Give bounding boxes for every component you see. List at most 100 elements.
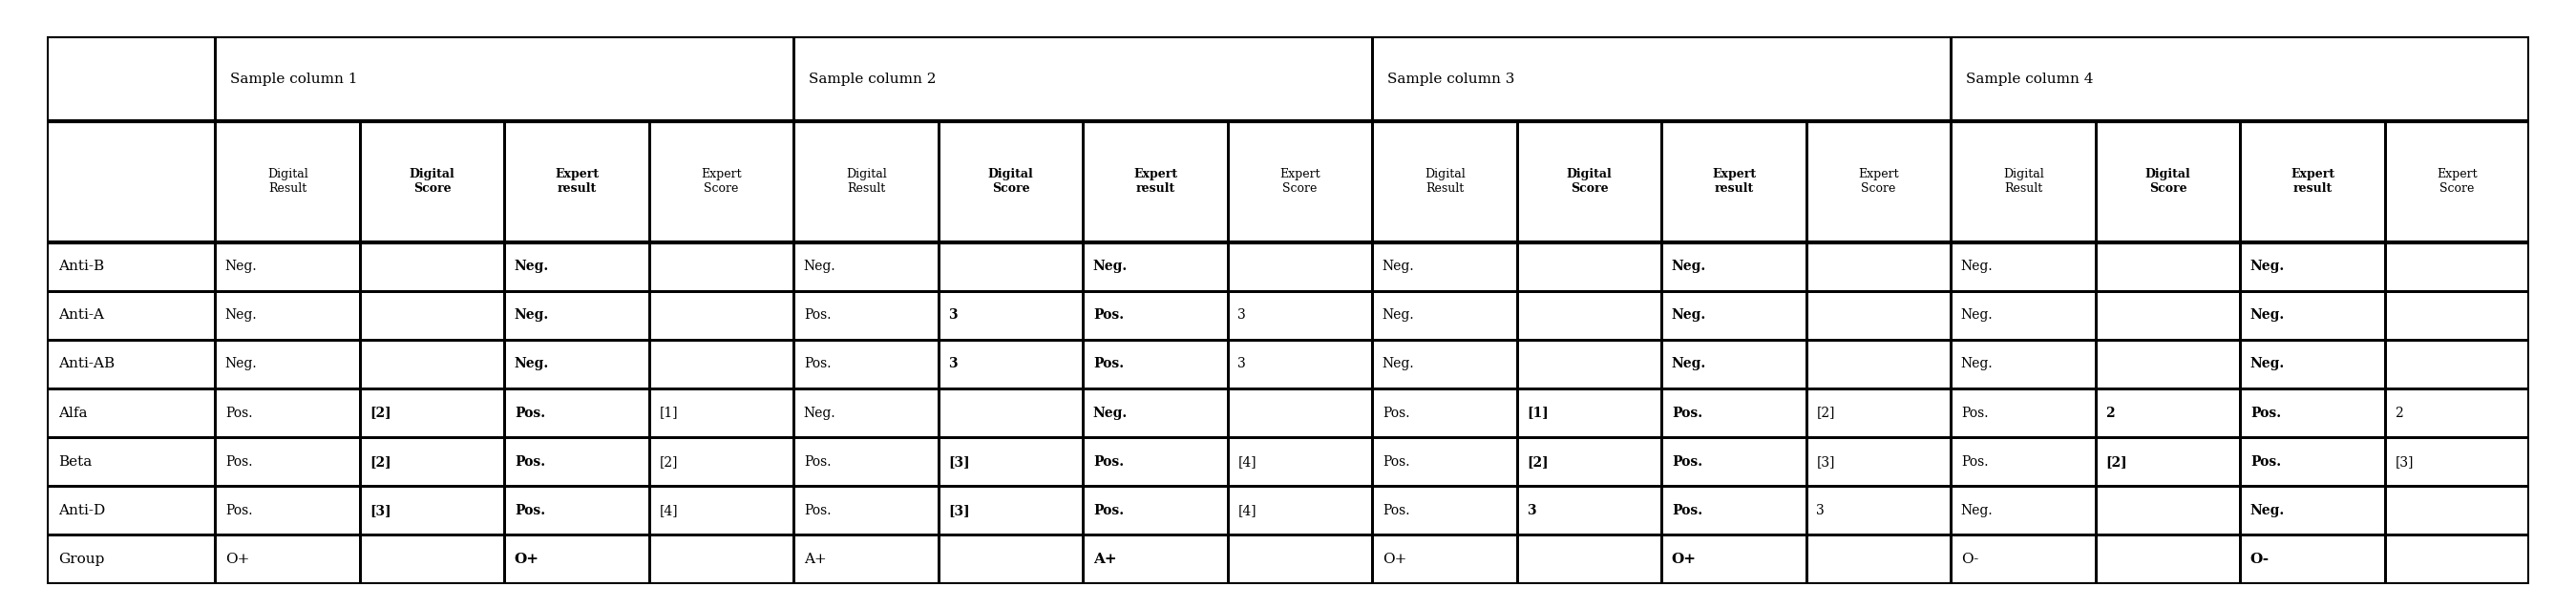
Bar: [1373, 36, 1950, 121]
Bar: [2241, 291, 2385, 340]
Text: Neg.: Neg.: [1960, 308, 1994, 322]
Text: Pos.: Pos.: [1092, 358, 1123, 371]
Bar: [1229, 242, 1373, 291]
Text: [4]: [4]: [1236, 504, 1257, 517]
Bar: [938, 535, 1082, 584]
Bar: [1373, 389, 1517, 437]
Bar: [1229, 291, 1373, 340]
Bar: [1517, 437, 1662, 486]
Text: Neg.: Neg.: [515, 358, 549, 371]
Bar: [1517, 486, 1662, 535]
Bar: [1950, 121, 2097, 242]
Text: Sample column 3: Sample column 3: [1388, 72, 1515, 86]
Bar: [1806, 242, 1950, 291]
Bar: [793, 340, 938, 389]
Bar: [938, 389, 1082, 437]
Bar: [2385, 242, 2530, 291]
Bar: [1082, 340, 1229, 389]
Bar: [2097, 121, 2241, 242]
Text: Digital
Result: Digital Result: [2004, 168, 2043, 195]
Bar: [216, 486, 361, 535]
Bar: [2097, 340, 2241, 389]
Text: [3]: [3]: [371, 504, 392, 517]
Text: Neg.: Neg.: [515, 260, 549, 273]
Bar: [2097, 486, 2241, 535]
Bar: [1662, 486, 1806, 535]
Text: Neg.: Neg.: [224, 260, 258, 273]
Text: Neg.: Neg.: [1672, 358, 1705, 371]
Bar: [1662, 242, 1806, 291]
Text: [2]: [2]: [1816, 406, 1834, 420]
Bar: [505, 535, 649, 584]
Text: O+: O+: [1672, 553, 1698, 566]
Bar: [938, 340, 1082, 389]
Text: Pos.: Pos.: [804, 358, 832, 371]
Text: Pos.: Pos.: [224, 406, 252, 420]
Bar: [793, 437, 938, 486]
Text: Neg.: Neg.: [2251, 358, 2285, 371]
Text: [3]: [3]: [948, 455, 971, 468]
Text: [2]: [2]: [371, 455, 392, 468]
Text: Pos.: Pos.: [804, 308, 832, 322]
Bar: [1082, 486, 1229, 535]
Bar: [649, 121, 793, 242]
Bar: [1517, 389, 1662, 437]
Bar: [793, 291, 938, 340]
Bar: [361, 340, 505, 389]
Bar: [361, 486, 505, 535]
Bar: [1950, 340, 2097, 389]
Bar: [1806, 389, 1950, 437]
Bar: [216, 389, 361, 437]
Bar: [1517, 340, 1662, 389]
Text: Anti-D: Anti-D: [59, 504, 106, 517]
Bar: [2241, 389, 2385, 437]
Text: Neg.: Neg.: [1383, 308, 1414, 322]
Bar: [2385, 437, 2530, 486]
Bar: [46, 340, 216, 389]
Bar: [1082, 535, 1229, 584]
Text: Neg.: Neg.: [1383, 260, 1414, 273]
Bar: [1662, 535, 1806, 584]
Bar: [1806, 535, 1950, 584]
Text: Pos.: Pos.: [224, 504, 252, 517]
Text: Expert
Score: Expert Score: [2437, 168, 2478, 195]
Text: Expert
Score: Expert Score: [1280, 168, 1321, 195]
Bar: [1082, 437, 1229, 486]
Bar: [505, 437, 649, 486]
Bar: [1373, 486, 1517, 535]
Bar: [505, 121, 649, 242]
Bar: [1373, 340, 1517, 389]
Text: Pos.: Pos.: [2251, 406, 2280, 420]
Text: Neg.: Neg.: [1092, 260, 1128, 273]
Text: Pos.: Pos.: [2251, 455, 2280, 468]
Text: Anti-AB: Anti-AB: [59, 358, 116, 371]
Bar: [2097, 535, 2241, 584]
Text: Pos.: Pos.: [1960, 406, 1989, 420]
Text: [1]: [1]: [659, 406, 677, 420]
Text: Neg.: Neg.: [224, 308, 258, 322]
Bar: [361, 437, 505, 486]
Text: 3: 3: [1528, 504, 1535, 517]
Text: Pos.: Pos.: [1672, 455, 1703, 468]
Text: 3: 3: [1816, 504, 1824, 517]
Bar: [1517, 121, 1662, 242]
Bar: [938, 121, 1082, 242]
Text: [3]: [3]: [2396, 455, 2414, 468]
Bar: [2241, 121, 2385, 242]
Bar: [1229, 121, 1373, 242]
Bar: [1806, 486, 1950, 535]
Bar: [2097, 437, 2241, 486]
Text: Pos.: Pos.: [1092, 308, 1123, 322]
Bar: [1373, 437, 1517, 486]
Bar: [46, 486, 216, 535]
Text: Neg.: Neg.: [1383, 358, 1414, 371]
Text: 2: 2: [2105, 406, 2115, 420]
Text: Digital
Score: Digital Score: [1566, 168, 1613, 195]
Bar: [1229, 535, 1373, 584]
Bar: [1082, 389, 1229, 437]
Text: Pos.: Pos.: [804, 455, 832, 468]
Bar: [46, 535, 216, 584]
Bar: [1517, 242, 1662, 291]
Bar: [1373, 535, 1517, 584]
Text: Digital
Result: Digital Result: [845, 168, 886, 195]
